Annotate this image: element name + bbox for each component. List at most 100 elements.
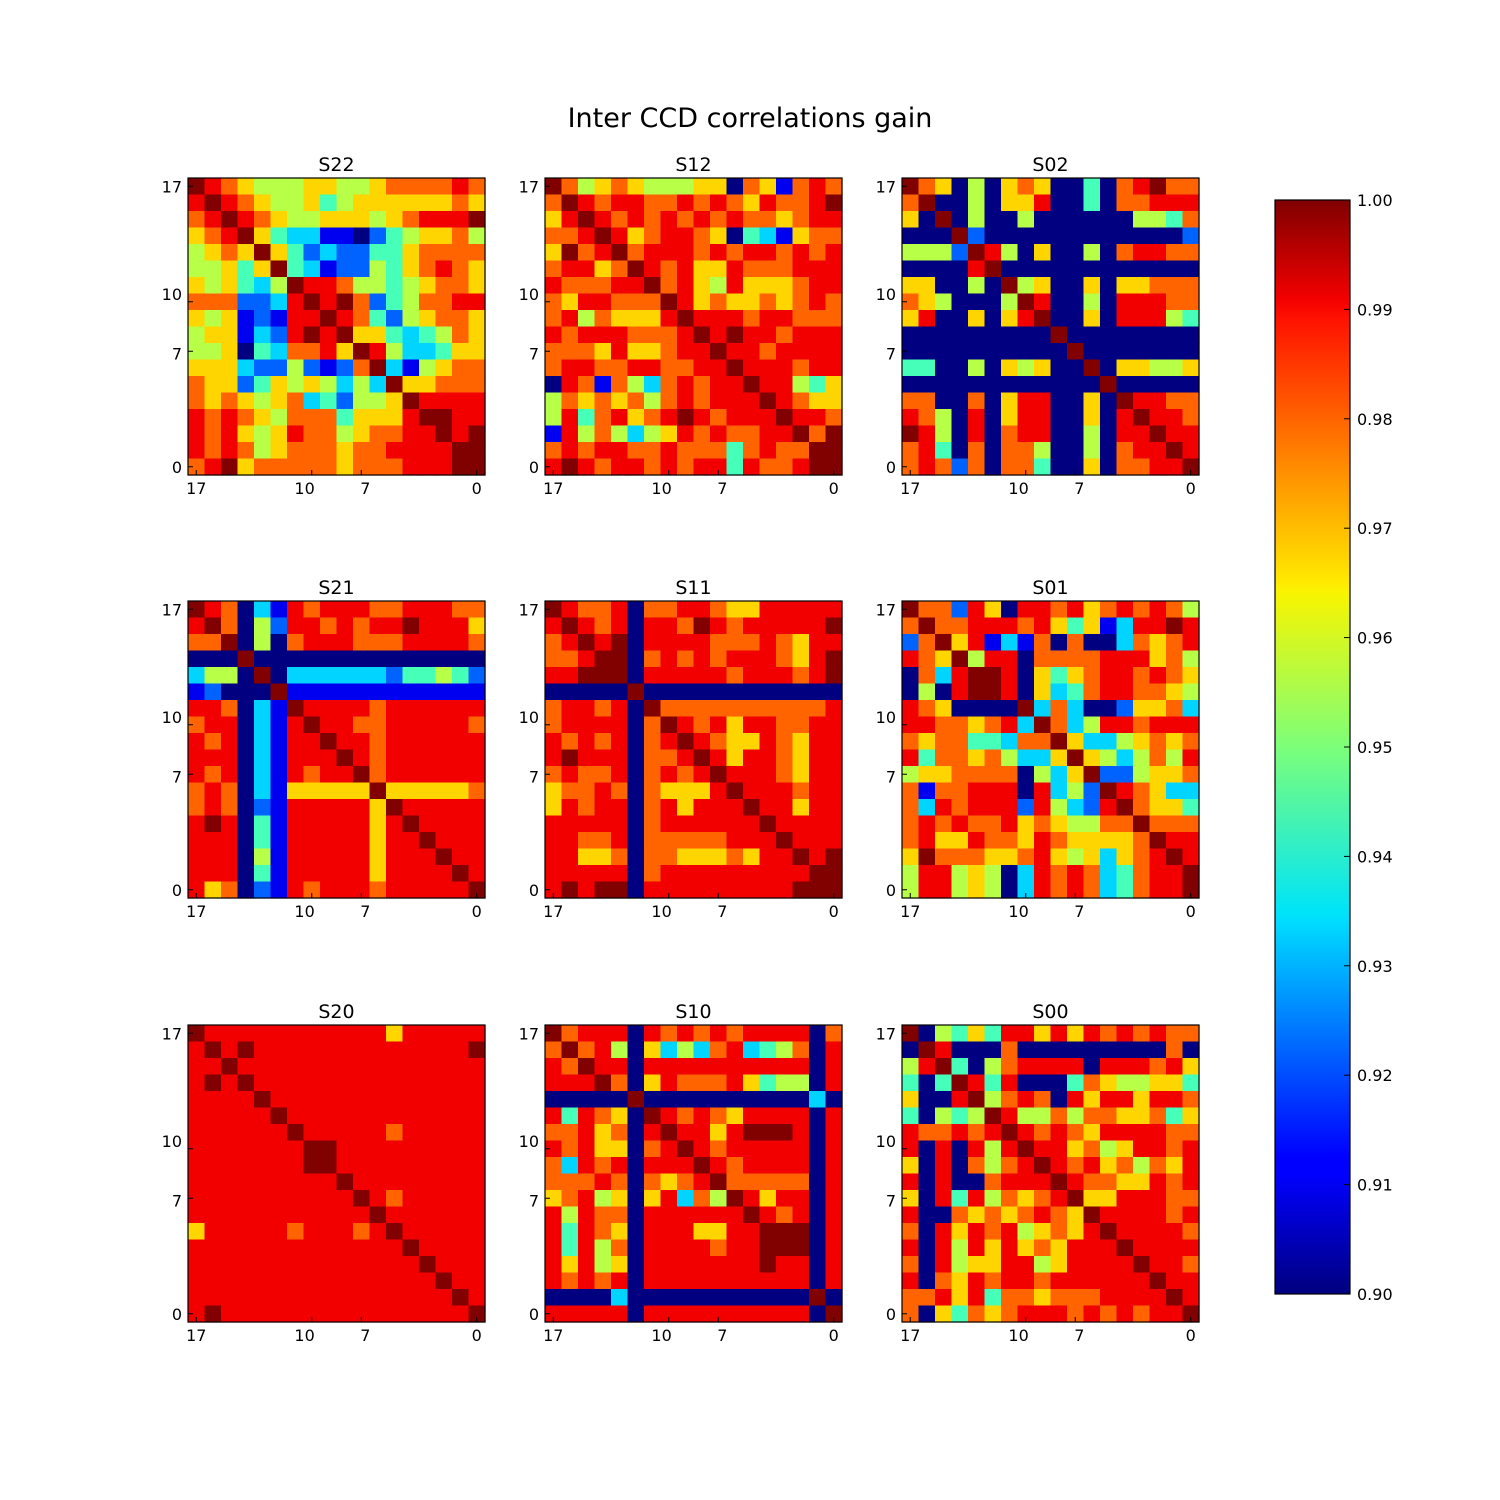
heatmap-cell [968,211,986,229]
heatmap-cell [935,1305,953,1323]
heatmap-cell [825,277,843,295]
heatmap-cell [204,1157,222,1175]
heatmap-cell [677,749,695,767]
heatmap-cell [386,425,404,443]
heatmap-cell [270,601,288,619]
x-tick-label: 7 [360,479,370,498]
heatmap-cell [1116,1025,1134,1043]
heatmap-cell [561,227,579,245]
heatmap-cell [303,1305,321,1323]
heatmap-cell [1182,277,1200,295]
heatmap-cell [693,667,711,685]
x-tick-label: 17 [186,479,206,498]
heatmap-cell [237,782,255,800]
heatmap-cell [435,700,453,718]
heatmap-cell [1149,865,1167,883]
heatmap-cell [1149,766,1167,784]
heatmap-cell [221,1058,239,1076]
heatmap-cell [1100,343,1118,361]
heatmap-cell [1133,442,1151,460]
heatmap-cell [809,667,827,685]
heatmap-cell [743,1223,761,1241]
heatmap-cell [270,392,288,410]
heatmap-cell [759,1223,777,1241]
heatmap-cell [468,716,486,734]
heatmap-cell [303,1041,321,1059]
heatmap-cell [918,865,936,883]
heatmap-cell [951,425,969,443]
heatmap-cell [627,277,645,295]
heatmap-cell [254,293,272,311]
heatmap-cell [435,343,453,361]
heatmap-cell [627,848,645,866]
heatmap-cell [188,1091,206,1109]
heatmap-cell [1067,1074,1085,1092]
heatmap-cell [369,667,387,685]
heatmap-cell [221,782,239,800]
heatmap-cell [545,1256,563,1274]
heatmap-cell [468,1025,486,1043]
heatmap-cell [1001,1074,1019,1092]
heatmap-cell [660,881,678,899]
heatmap-cell [221,832,239,850]
heatmap-cell [902,601,920,619]
heatmap-cell [578,1074,596,1092]
heatmap-cell [353,277,371,295]
heatmap-cell [1133,1025,1151,1043]
heatmap-cell [270,326,288,344]
heatmap-cell [452,425,470,443]
heatmap-cell [303,1173,321,1191]
heatmap-cell [611,425,629,443]
heatmap-cell [578,617,596,635]
heatmap-cell [545,650,563,668]
heatmap-cell [386,211,404,229]
heatmap-cell [237,1058,255,1076]
heatmap-cell [1001,733,1019,751]
heatmap-cell [902,1223,920,1241]
heatmap-cell [1166,1025,1184,1043]
heatmap-cell [1083,815,1101,833]
heatmap-cell [1116,1041,1134,1059]
heatmap-cell [984,277,1002,295]
heatmap-cell [660,1305,678,1323]
y-tick-label: 0 [886,1305,896,1324]
heatmap-cell [1166,1173,1184,1191]
heatmap-cell [561,343,579,361]
heatmap-cell [270,1157,288,1175]
heatmap-cell [419,634,437,652]
heatmap-cell [1166,359,1184,377]
heatmap-cell [369,716,387,734]
heatmap-cell [320,650,338,668]
heatmap-cell [951,359,969,377]
heatmap-cell [419,458,437,476]
chart-title: Inter CCD correlations gain [568,103,933,134]
heatmap-cell [968,700,986,718]
heatmap-cell [935,442,953,460]
heatmap-cell [1017,1124,1035,1142]
panel-title: S10 [675,1001,711,1023]
heatmap-cell [1149,1058,1167,1076]
heatmap-cell [1050,832,1068,850]
heatmap-cell [951,310,969,328]
heatmap-cell [188,716,206,734]
heatmap-cell [1149,1173,1167,1191]
colorbar-tick-label: 0.96 [1357,629,1393,648]
heatmap-cell [303,260,321,278]
heatmap-cell [303,1058,321,1076]
heatmap-cell [1182,1256,1200,1274]
heatmap-cell [809,1074,827,1092]
heatmap-cell [1182,634,1200,652]
heatmap-cell [1017,1157,1035,1175]
heatmap-cell [984,1140,1002,1158]
heatmap-cell [452,832,470,850]
heatmap-cell [435,1025,453,1043]
heatmap-cell [611,1025,629,1043]
heatmap-cell [468,749,486,767]
colorbar-tick-label: 0.90 [1357,1285,1393,1304]
heatmap-cell [809,1190,827,1208]
heatmap-cell [759,1305,777,1323]
heatmap-cell [221,1289,239,1307]
heatmap-cell [968,650,986,668]
heatmap-cell [188,227,206,245]
heatmap-cell [1149,227,1167,245]
